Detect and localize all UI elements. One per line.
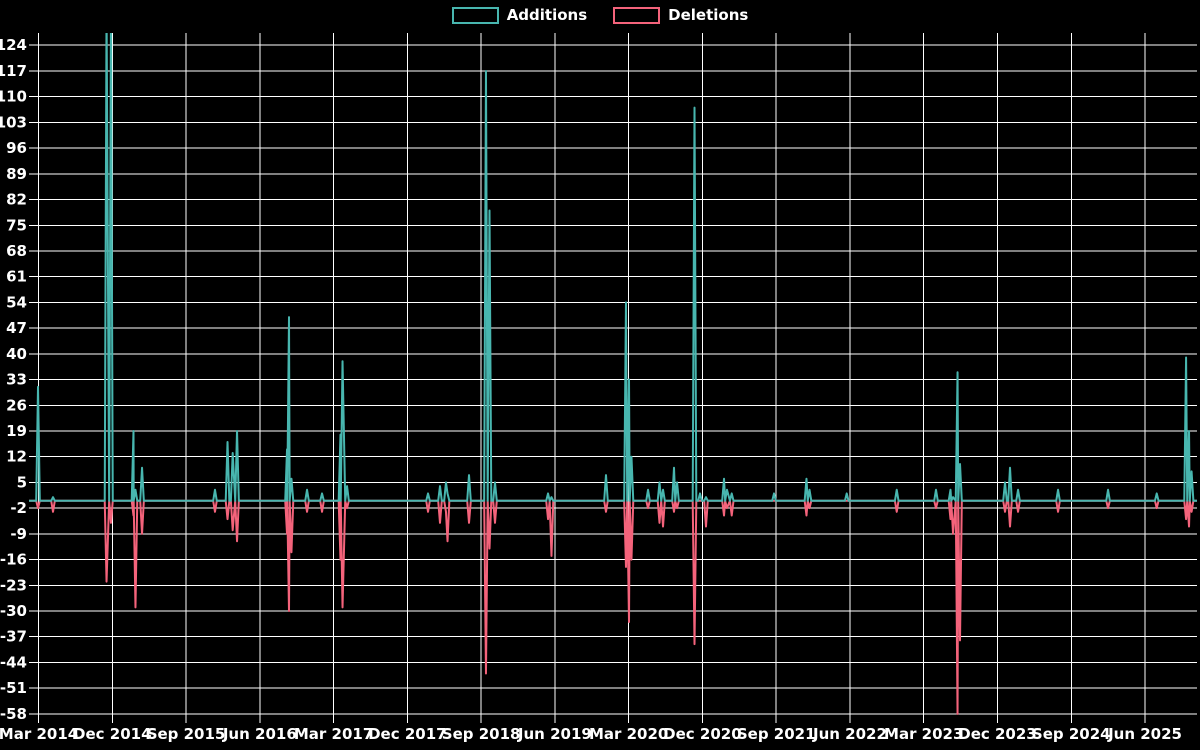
- y-tick-label: 47: [6, 319, 27, 337]
- series-line-deletions: [29, 499, 1197, 715]
- legend-item-additions[interactable]: Additions: [451, 6, 588, 24]
- x-tick-label: Mar 2020: [589, 725, 668, 743]
- y-tick-label: -9: [10, 525, 27, 543]
- x-tick-label: Sep 2015: [147, 725, 226, 743]
- y-tick-label: -51: [0, 679, 27, 697]
- y-tick-label: 89: [6, 165, 27, 183]
- y-tick-label: -44: [0, 653, 27, 671]
- y-tick-label: 75: [6, 216, 27, 234]
- x-tick-label: Sep 2021: [737, 725, 816, 743]
- x-tick-label: Sep 2024: [1032, 725, 1111, 743]
- x-tick-label: Mar 2017: [294, 725, 373, 743]
- x-tick-label: Sep 2018: [442, 725, 521, 743]
- x-tick-label: Mar 2014: [0, 725, 78, 743]
- y-tick-label: 110: [0, 88, 27, 106]
- x-tick-label: Jun 2022: [812, 725, 887, 743]
- y-tick-label: 5: [17, 473, 27, 491]
- legend-label-additions: Additions: [506, 6, 588, 24]
- x-tick-label: Dec 2023: [958, 725, 1037, 743]
- y-tick-label: 82: [6, 191, 27, 209]
- y-tick-label: 68: [6, 242, 27, 260]
- y-tick-label: -23: [0, 576, 27, 594]
- deletions-swatch-icon: [613, 7, 661, 24]
- y-tick-label: 12: [6, 448, 27, 466]
- additions-swatch-icon: [451, 7, 499, 24]
- y-tick-label: 33: [6, 371, 27, 389]
- chart-legend: Additions Deletions: [0, 7, 1200, 24]
- x-tick-label: Mar 2023: [884, 725, 963, 743]
- y-tick-label: 54: [6, 293, 27, 311]
- x-tick-label: Dec 2020: [663, 725, 742, 743]
- legend-label-deletions: Deletions: [668, 6, 749, 24]
- y-tick-label: -2: [10, 499, 27, 517]
- y-tick-label: 40: [6, 345, 27, 363]
- y-tick-label: 117: [0, 62, 27, 80]
- y-tick-label: 19: [6, 422, 27, 440]
- x-tick-label: Jun 2016: [222, 725, 297, 743]
- x-tick-label: Dec 2014: [73, 725, 152, 743]
- y-tick-label: 96: [6, 139, 27, 157]
- y-tick-label: 103: [0, 113, 27, 131]
- y-tick-label: -16: [0, 551, 27, 569]
- x-tick-label: Jun 2025: [1107, 725, 1182, 743]
- y-tick-label: -30: [0, 602, 27, 620]
- y-tick-label: 26: [6, 396, 27, 414]
- y-tick-label: -58: [0, 705, 27, 723]
- legend-item-deletions[interactable]: Deletions: [613, 7, 748, 24]
- y-tick-label: -37: [0, 628, 27, 646]
- x-tick-label: Jun 2019: [517, 725, 592, 743]
- y-tick-label: 124: [0, 36, 27, 54]
- x-tick-label: Dec 2017: [368, 725, 447, 743]
- series-line-additions: [29, 33, 1197, 502]
- y-tick-label: 61: [6, 268, 27, 286]
